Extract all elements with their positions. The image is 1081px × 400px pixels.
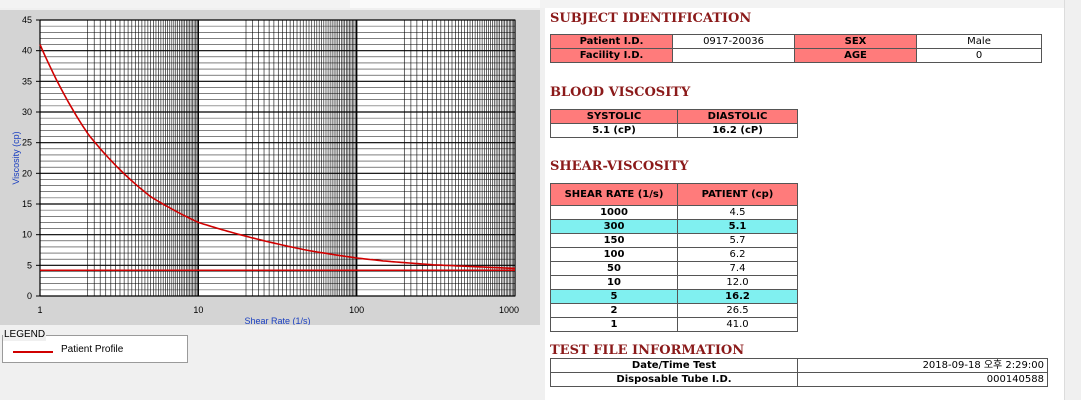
shear-rate-cell: 10 (550, 275, 678, 290)
shear-row: 1000 4.5 (550, 205, 798, 220)
y-tick-label: 30 (22, 107, 32, 117)
date-time-value: 2018-09-18 오후 2:29:00 (797, 358, 1048, 373)
chart-panel: 0 5 10 15 20 25 30 35 40 45 1 10 100 1000 Shear Rate (… (0, 10, 540, 325)
x-tick-label: 10 (193, 305, 203, 315)
plot-area (39, 19, 516, 297)
patient-cp-cell: 12.0 (677, 275, 798, 290)
diastolic-value: 16.2 (cP) (677, 123, 798, 138)
y-tick-label: 5 (27, 260, 32, 270)
shear-rate-cell: 100 (550, 247, 678, 262)
x-tick-label: 1000 (499, 305, 519, 315)
shear-viscosity-table: SHEAR RATE (1/s) PATIENT (cp) 1000 4.5 300… (550, 183, 798, 332)
y-tick-label: 10 (22, 230, 32, 240)
shear-rate-header: SHEAR RATE (1/s) (550, 183, 678, 206)
patient-cp-cell: 41.0 (677, 317, 798, 332)
patient-cp-cell: 7.4 (677, 261, 798, 276)
date-time-label: Date/Time Test (550, 358, 798, 373)
viscosity-chart: 0 5 10 15 20 25 30 35 40 45 1 10 100 1000 Shear Rate (… (11, 15, 519, 325)
patient-cp-cell: 16.2 (677, 289, 798, 304)
x-tick-label: 100 (349, 305, 364, 315)
y-tick-label: 35 (22, 76, 32, 86)
sex-value: Male (916, 34, 1042, 49)
series-line-patient-profile (39, 44, 516, 270)
blood-viscosity-table: SYSTOLIC DIASTOLIC 5.1 (cP) 16.2 (cP) (550, 109, 798, 138)
patient-cp-cell: 5.1 (677, 219, 798, 234)
shear-row: 100 6.2 (550, 247, 798, 262)
shear-rate-cell: 300 (550, 219, 678, 234)
shear-row: 10 12.0 (550, 275, 798, 290)
shear-row: 150 5.7 (550, 233, 798, 248)
blood-viscosity-title: BLOOD VISCOSITY (550, 85, 691, 100)
shear-row: 300 5.1 (550, 219, 798, 234)
subject-table: Patient I.D. 0917-20036 SEX Male Facilit… (550, 34, 1042, 63)
x-axis-label: Shear Rate (1/s) (244, 316, 310, 325)
tube-id-value: 000140588 (797, 372, 1048, 387)
patient-id-value: 0917-20036 (672, 34, 795, 49)
sex-label: SEX (794, 34, 917, 49)
diastolic-label: DIASTOLIC (677, 109, 798, 124)
systolic-value: 5.1 (cP) (550, 123, 678, 138)
patient-cp-cell: 26.5 (677, 303, 798, 318)
legend-entry-label: Patient Profile (61, 344, 124, 355)
shear-row: 5 16.2 (550, 289, 798, 304)
x-tick-label: 1 (37, 305, 42, 315)
patient-cp-header: PATIENT (cp) (677, 183, 798, 206)
shear-row: 2 26.5 (550, 303, 798, 318)
legend-title: LEGEND (3, 329, 47, 341)
systolic-label: SYSTOLIC (550, 109, 678, 124)
vertical-scrollbar[interactable] (1064, 0, 1081, 400)
age-value: 0 (916, 48, 1042, 63)
patient-id-label: Patient I.D. (550, 34, 673, 49)
y-tick-label: 40 (22, 46, 32, 56)
facility-id-value (672, 48, 795, 63)
shear-row: 50 7.4 (550, 261, 798, 276)
y-axis-label: Viscosity (cp) (11, 131, 21, 184)
facility-id-label: Facility I.D. (550, 48, 673, 63)
shear-rate-cell: 50 (550, 261, 678, 276)
patient-cp-cell: 6.2 (677, 247, 798, 262)
y-tick-label: 15 (22, 199, 32, 209)
test-file-title: TEST FILE INFORMATION (550, 343, 745, 358)
shear-rate-cell: 5 (550, 289, 678, 304)
report-panel: SUBJECT IDENTIFICATION Patient I.D. 0917… (545, 8, 1065, 400)
subject-title: SUBJECT IDENTIFICATION (550, 11, 752, 26)
shear-rate-cell: 150 (550, 233, 678, 248)
y-tick-label: 45 (22, 15, 32, 25)
shear-row: 1 41.0 (550, 317, 798, 332)
tube-id-label: Disposable Tube I.D. (550, 372, 798, 387)
shear-viscosity-title: SHEAR-VISCOSITY (550, 159, 689, 174)
test-file-table: Date/Time Test 2018-09-18 오후 2:29:00 Dis… (550, 358, 1048, 387)
shear-rate-cell: 1 (550, 317, 678, 332)
legend-swatch (13, 351, 53, 353)
top-band (0, 0, 1081, 8)
patient-cp-cell: 5.7 (677, 233, 798, 248)
patient-cp-cell: 4.5 (677, 205, 798, 220)
y-tick-label: 25 (22, 138, 32, 148)
shear-rate-cell: 1000 (550, 205, 678, 220)
age-label: AGE (794, 48, 917, 63)
y-tick-label: 20 (22, 168, 32, 178)
y-tick-label: 0 (27, 291, 32, 301)
shear-rate-cell: 2 (550, 303, 678, 318)
top-band-highlight (350, 0, 540, 8)
